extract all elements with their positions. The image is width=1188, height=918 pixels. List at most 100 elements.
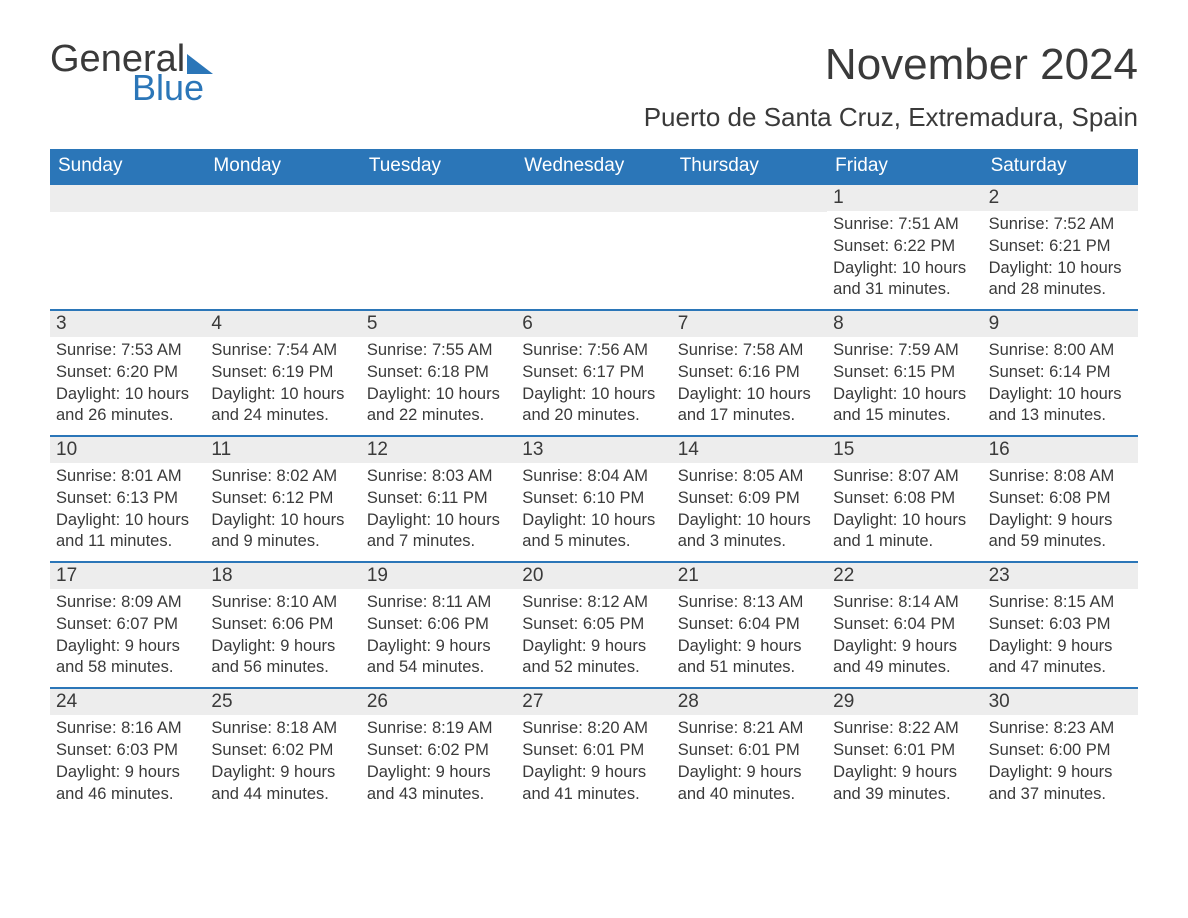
- day-number: 6: [516, 311, 671, 337]
- daylight-value: Daylight: 10 hours and 24 minutes.: [211, 384, 354, 428]
- weekday-monday: Monday: [205, 149, 360, 183]
- day-cell-12: 12Sunrise: 8:03 AMSunset: 6:11 PMDayligh…: [361, 437, 516, 561]
- day-number: 25: [205, 689, 360, 715]
- empty-day-header: [361, 185, 516, 212]
- sunrise-value: Sunrise: 8:07 AM: [833, 466, 976, 488]
- day-cell-15: 15Sunrise: 8:07 AMSunset: 6:08 PMDayligh…: [827, 437, 982, 561]
- day-cell-28: 28Sunrise: 8:21 AMSunset: 6:01 PMDayligh…: [672, 689, 827, 813]
- sunset-value: Sunset: 6:07 PM: [56, 614, 199, 636]
- day-info: Sunrise: 8:23 AMSunset: 6:00 PMDaylight:…: [983, 715, 1138, 813]
- day-number: 3: [50, 311, 205, 337]
- sunset-value: Sunset: 6:06 PM: [211, 614, 354, 636]
- day-info: Sunrise: 7:54 AMSunset: 6:19 PMDaylight:…: [205, 337, 360, 435]
- daylight-value: Daylight: 10 hours and 7 minutes.: [367, 510, 510, 554]
- day-info: Sunrise: 8:03 AMSunset: 6:11 PMDaylight:…: [361, 463, 516, 561]
- daylight-value: Daylight: 9 hours and 46 minutes.: [56, 762, 199, 806]
- sunset-value: Sunset: 6:20 PM: [56, 362, 199, 384]
- daylight-value: Daylight: 10 hours and 9 minutes.: [211, 510, 354, 554]
- day-info: Sunrise: 8:02 AMSunset: 6:12 PMDaylight:…: [205, 463, 360, 561]
- day-cell-6: 6Sunrise: 7:56 AMSunset: 6:17 PMDaylight…: [516, 311, 671, 435]
- day-number: 1: [827, 185, 982, 211]
- day-number: 27: [516, 689, 671, 715]
- day-cell-7: 7Sunrise: 7:58 AMSunset: 6:16 PMDaylight…: [672, 311, 827, 435]
- weekday-header-row: SundayMondayTuesdayWednesdayThursdayFrid…: [50, 149, 1138, 183]
- empty-day-header: [50, 185, 205, 212]
- day-info: Sunrise: 8:08 AMSunset: 6:08 PMDaylight:…: [983, 463, 1138, 561]
- daylight-value: Daylight: 9 hours and 58 minutes.: [56, 636, 199, 680]
- sunset-value: Sunset: 6:04 PM: [833, 614, 976, 636]
- sunrise-value: Sunrise: 8:09 AM: [56, 592, 199, 614]
- sunset-value: Sunset: 6:06 PM: [367, 614, 510, 636]
- daylight-value: Daylight: 9 hours and 44 minutes.: [211, 762, 354, 806]
- sunset-value: Sunset: 6:01 PM: [678, 740, 821, 762]
- day-cell-empty: [50, 185, 205, 309]
- sunset-value: Sunset: 6:11 PM: [367, 488, 510, 510]
- day-number: 11: [205, 437, 360, 463]
- day-info: Sunrise: 8:19 AMSunset: 6:02 PMDaylight:…: [361, 715, 516, 813]
- sunrise-value: Sunrise: 8:03 AM: [367, 466, 510, 488]
- sunset-value: Sunset: 6:17 PM: [522, 362, 665, 384]
- daylight-value: Daylight: 10 hours and 20 minutes.: [522, 384, 665, 428]
- day-number: 13: [516, 437, 671, 463]
- sunrise-value: Sunrise: 8:15 AM: [989, 592, 1132, 614]
- day-info: Sunrise: 8:10 AMSunset: 6:06 PMDaylight:…: [205, 589, 360, 687]
- empty-day-header: [672, 185, 827, 212]
- sunset-value: Sunset: 6:18 PM: [367, 362, 510, 384]
- daylight-value: Daylight: 10 hours and 17 minutes.: [678, 384, 821, 428]
- day-number: 20: [516, 563, 671, 589]
- sunset-value: Sunset: 6:04 PM: [678, 614, 821, 636]
- day-number: 29: [827, 689, 982, 715]
- day-number: 5: [361, 311, 516, 337]
- sunset-value: Sunset: 6:15 PM: [833, 362, 976, 384]
- sunrise-value: Sunrise: 8:10 AM: [211, 592, 354, 614]
- sunrise-value: Sunrise: 7:53 AM: [56, 340, 199, 362]
- weekday-tuesday: Tuesday: [361, 149, 516, 183]
- daylight-value: Daylight: 9 hours and 52 minutes.: [522, 636, 665, 680]
- sunrise-value: Sunrise: 8:13 AM: [678, 592, 821, 614]
- sunrise-value: Sunrise: 7:54 AM: [211, 340, 354, 362]
- day-info: Sunrise: 8:09 AMSunset: 6:07 PMDaylight:…: [50, 589, 205, 687]
- sunrise-value: Sunrise: 8:00 AM: [989, 340, 1132, 362]
- day-info: Sunrise: 7:51 AMSunset: 6:22 PMDaylight:…: [827, 211, 982, 309]
- day-number: 4: [205, 311, 360, 337]
- week-row: 3Sunrise: 7:53 AMSunset: 6:20 PMDaylight…: [50, 309, 1138, 435]
- sunset-value: Sunset: 6:13 PM: [56, 488, 199, 510]
- sunset-value: Sunset: 6:00 PM: [989, 740, 1132, 762]
- sunrise-value: Sunrise: 8:20 AM: [522, 718, 665, 740]
- day-cell-5: 5Sunrise: 7:55 AMSunset: 6:18 PMDaylight…: [361, 311, 516, 435]
- sunrise-value: Sunrise: 8:02 AM: [211, 466, 354, 488]
- sunset-value: Sunset: 6:21 PM: [989, 236, 1132, 258]
- day-info: Sunrise: 8:22 AMSunset: 6:01 PMDaylight:…: [827, 715, 982, 813]
- daylight-value: Daylight: 10 hours and 5 minutes.: [522, 510, 665, 554]
- weekday-saturday: Saturday: [983, 149, 1138, 183]
- logo-text-blue: Blue: [132, 70, 213, 106]
- day-cell-empty: [361, 185, 516, 309]
- daylight-value: Daylight: 9 hours and 39 minutes.: [833, 762, 976, 806]
- sunrise-value: Sunrise: 8:08 AM: [989, 466, 1132, 488]
- location-subtitle: Puerto de Santa Cruz, Extremadura, Spain: [644, 102, 1138, 133]
- day-info: Sunrise: 7:53 AMSunset: 6:20 PMDaylight:…: [50, 337, 205, 435]
- day-info: Sunrise: 8:13 AMSunset: 6:04 PMDaylight:…: [672, 589, 827, 687]
- day-cell-21: 21Sunrise: 8:13 AMSunset: 6:04 PMDayligh…: [672, 563, 827, 687]
- calendar: SundayMondayTuesdayWednesdayThursdayFrid…: [50, 149, 1138, 813]
- week-row: 24Sunrise: 8:16 AMSunset: 6:03 PMDayligh…: [50, 687, 1138, 813]
- title-block: November 2024 Puerto de Santa Cruz, Extr…: [644, 40, 1138, 133]
- weekday-thursday: Thursday: [672, 149, 827, 183]
- daylight-value: Daylight: 9 hours and 54 minutes.: [367, 636, 510, 680]
- week-row: 17Sunrise: 8:09 AMSunset: 6:07 PMDayligh…: [50, 561, 1138, 687]
- day-cell-empty: [672, 185, 827, 309]
- empty-day-header: [205, 185, 360, 212]
- day-number: 23: [983, 563, 1138, 589]
- sunset-value: Sunset: 6:05 PM: [522, 614, 665, 636]
- day-cell-empty: [205, 185, 360, 309]
- day-cell-22: 22Sunrise: 8:14 AMSunset: 6:04 PMDayligh…: [827, 563, 982, 687]
- daylight-value: Daylight: 9 hours and 40 minutes.: [678, 762, 821, 806]
- week-row: 10Sunrise: 8:01 AMSunset: 6:13 PMDayligh…: [50, 435, 1138, 561]
- day-info: Sunrise: 8:14 AMSunset: 6:04 PMDaylight:…: [827, 589, 982, 687]
- day-cell-30: 30Sunrise: 8:23 AMSunset: 6:00 PMDayligh…: [983, 689, 1138, 813]
- daylight-value: Daylight: 9 hours and 37 minutes.: [989, 762, 1132, 806]
- weekday-friday: Friday: [827, 149, 982, 183]
- week-row: 1Sunrise: 7:51 AMSunset: 6:22 PMDaylight…: [50, 183, 1138, 309]
- daylight-value: Daylight: 9 hours and 41 minutes.: [522, 762, 665, 806]
- sunset-value: Sunset: 6:09 PM: [678, 488, 821, 510]
